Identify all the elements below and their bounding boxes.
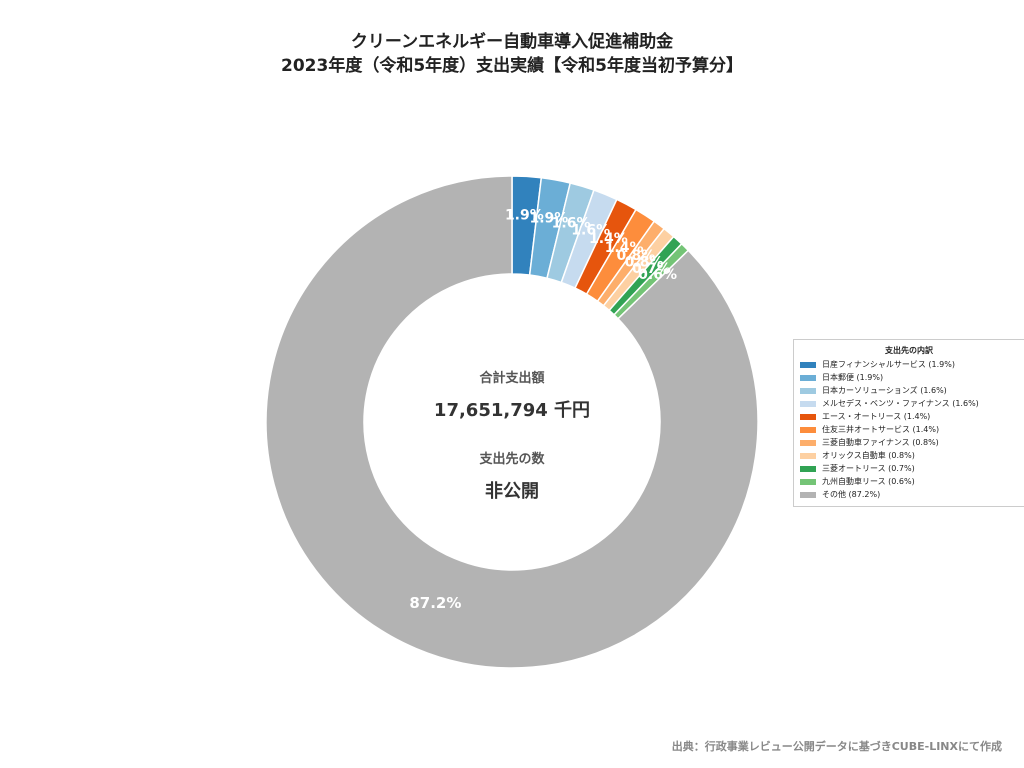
total-value: 17,651,794 千円 xyxy=(434,400,590,421)
chart-title-line1: クリーンエネルギー自動車導入促進補助金 xyxy=(350,32,674,52)
legend-label: 九州自動車リース (0.6%) xyxy=(822,477,915,486)
slice-label-11: 87.2% xyxy=(409,594,461,612)
legend-item: 日本郵便 (1.9%) xyxy=(800,371,1018,384)
count-value: 非公開 xyxy=(485,480,539,502)
legend-swatch xyxy=(800,439,816,446)
center-summary: 合計支出額 17,651,794 千円 支出先の数 非公開 xyxy=(434,370,590,502)
slice-label-1: 1.9% xyxy=(505,207,544,223)
legend-swatch xyxy=(800,374,816,381)
legend-items: 日産フィナンシャルサービス (1.9%) 日本郵便 (1.9%) 日本カーソリューシ… xyxy=(800,358,1018,501)
legend-swatch xyxy=(800,400,816,407)
legend-label: 三菱自動車ファイナンス (0.8%) xyxy=(822,438,939,447)
legend-item: エース・オートリース (1.4%) xyxy=(800,410,1018,423)
legend-item: 三菱オートリース (0.7%) xyxy=(800,462,1018,475)
legend-label: 三菱オートリース (0.7%) xyxy=(822,464,915,473)
legend-label: 日本カーソリューションズ (1.6%) xyxy=(822,386,947,395)
legend: 支出先の内訳 日産フィナンシャルサービス (1.9%) 日本郵便 (1.9%) 日本… xyxy=(793,339,1024,507)
legend-swatch xyxy=(800,452,816,459)
legend-swatch xyxy=(800,491,816,498)
legend-item: 住友三井オートサービス (1.4%) xyxy=(800,423,1018,436)
legend-swatch xyxy=(800,465,816,472)
legend-label: 日産フィナンシャルサービス (1.9%) xyxy=(822,360,955,369)
count-label: 支出先の数 xyxy=(478,451,545,467)
legend-swatch xyxy=(800,413,816,420)
legend-label: オリックス自動車 (0.8%) xyxy=(822,451,915,460)
donut-slices xyxy=(265,175,759,669)
legend-label: エース・オートリース (1.4%) xyxy=(822,412,931,421)
slice-label-9: 0.7% xyxy=(632,261,671,277)
legend-title: 支出先の内訳 xyxy=(885,346,933,355)
legend-swatch xyxy=(800,361,816,368)
chart-title: クリーンエネルギー自動車導入促進補助金 2023年度（令和5年度）支出実績【令和… xyxy=(0,30,1024,78)
legend-label: 日本郵便 (1.9%) xyxy=(822,373,884,382)
slice-label-8: 0.8% xyxy=(625,255,664,271)
legend-item: 日産フィナンシャルサービス (1.9%) xyxy=(800,358,1018,371)
legend-label: メルセデス・ベンツ・ファイナンス (1.6%) xyxy=(822,399,979,408)
total-label: 合計支出額 xyxy=(479,370,544,386)
slice-label-6: 1.4% xyxy=(605,240,644,256)
legend-item: 九州自動車リース (0.6%) xyxy=(800,475,1018,488)
legend-item: メルセデス・ベンツ・ファイナンス (1.6%) xyxy=(800,397,1018,410)
slice-label-2: 1.9% xyxy=(529,210,568,226)
slice-label-7: 0.8% xyxy=(616,248,655,264)
legend-swatch xyxy=(800,387,816,394)
legend-swatch xyxy=(800,478,816,485)
slice-labels: 1.9%1.9%1.6%1.6%1.4%1.4%0.8%0.8%0.7%0.6%… xyxy=(409,207,677,612)
chart-title-line2: 2023年度（令和5年度）支出実績【令和5年度当初予算分】 xyxy=(281,56,743,76)
slice-label-3: 1.6% xyxy=(552,216,591,232)
legend-item: 日本カーソリューションズ (1.6%) xyxy=(800,384,1018,397)
legend-item: その他 (87.2%) xyxy=(800,488,1018,501)
legend-item: 三菱自動車ファイナンス (0.8%) xyxy=(800,436,1018,449)
source-note: 出典：行政事業レビュー公開データに基づきCUBE-LINXにて作成 xyxy=(671,740,1002,753)
legend-swatch xyxy=(800,426,816,433)
slice-label-10: 0.6% xyxy=(638,267,677,283)
legend-item: オリックス自動車 (0.8%) xyxy=(800,449,1018,462)
slice-label-5: 1.4% xyxy=(589,231,628,247)
slice-label-4: 1.6% xyxy=(571,223,610,239)
legend-label: 住友三井オートサービス (1.4%) xyxy=(822,425,940,434)
legend-label: その他 (87.2%) xyxy=(822,490,881,499)
slice-11 xyxy=(265,175,759,669)
